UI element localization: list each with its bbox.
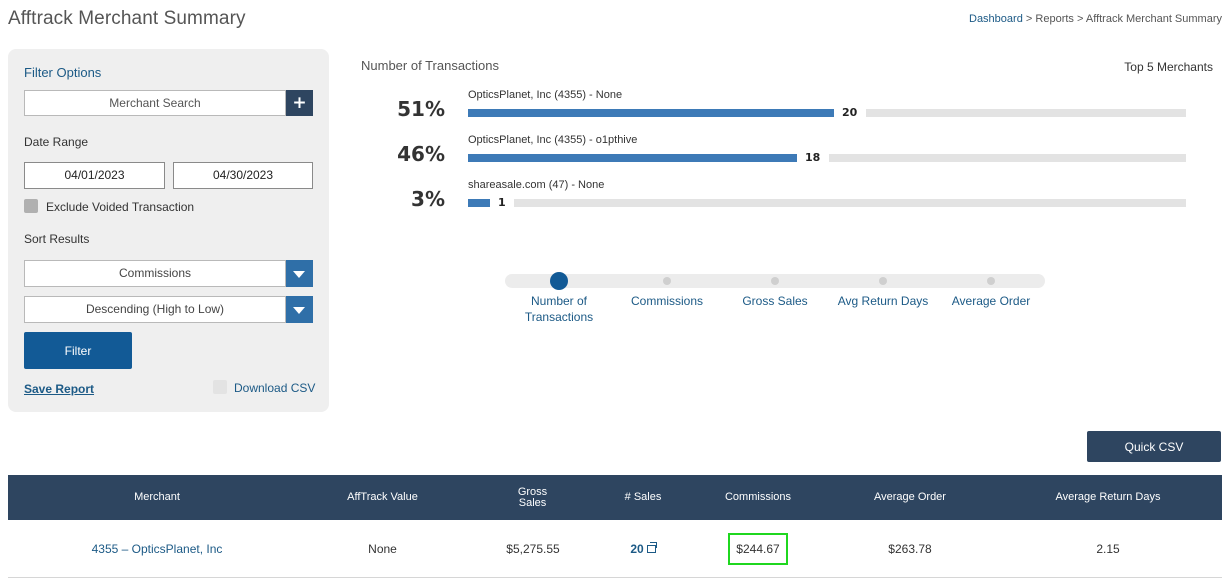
bar-fill [468, 109, 834, 117]
bar-track: 18 [468, 151, 1186, 164]
commissions-highlight: $244.67 [728, 533, 788, 565]
metric-tab-label[interactable]: Avg Return Days [837, 294, 929, 308]
sort-order-select[interactable]: Descending (High to Low) [24, 296, 286, 323]
bar-track: 1 [468, 196, 1186, 209]
breadcrumb: Dashboard > Reports > Afftrack Merchant … [969, 13, 1222, 25]
download-csv-label[interactable]: Download CSV [234, 381, 316, 395]
column-header-gross-sales: Gross Sales [517, 485, 548, 509]
bar-value-label: 1 [490, 196, 514, 209]
table-header: Merchant AffTrack Value Gross Sales # Sa… [8, 475, 1222, 520]
end-date-input[interactable]: 04/30/2023 [173, 162, 313, 189]
metric-tab-label[interactable]: Commissions [630, 294, 703, 308]
bar-category-label: OpticsPlanet, Inc (4355) - None [468, 89, 623, 101]
bar-percentage: 51% [397, 97, 445, 121]
merchant-search-input[interactable]: Merchant Search [24, 90, 286, 116]
bar-percentage: 46% [397, 142, 445, 166]
metric-step-dot[interactable] [987, 277, 995, 285]
bar-track: 20 [468, 106, 1186, 119]
sort-by-select[interactable]: Commissions [24, 260, 286, 287]
start-date-input[interactable]: 04/01/2023 [24, 162, 165, 189]
merchant-link[interactable]: 4355 – OpticsPlanet, Inc [91, 542, 223, 556]
afftrack-value-cell: None [368, 542, 397, 556]
breadcrumb-current: Afftrack Merchant Summary [1085, 13, 1222, 25]
table-row: 4355 – OpticsPlanet, Inc None $5,275.55 … [8, 520, 1222, 578]
date-range-label: Date Range [24, 135, 89, 149]
plus-icon: + [292, 93, 307, 113]
sort-results-label: Sort Results [24, 232, 90, 246]
filter-options-title: Filter Options [24, 65, 102, 80]
chevron-down-icon[interactable] [286, 296, 313, 323]
breadcrumb-separator: > [1025, 13, 1033, 25]
column-header-merchant: Merchant [134, 491, 180, 503]
exclude-voided-label: Exclude Voided Transaction [46, 200, 195, 214]
download-csv-checkbox[interactable] [213, 380, 227, 394]
bar-category-label: OpticsPlanet, Inc (4355) - o1pthive [468, 134, 638, 146]
page-title: Afftrack Merchant Summary [8, 8, 246, 29]
column-header-num-sales: # Sales [624, 491, 662, 503]
bar-row: 46% OpticsPlanet, Inc (4355) - o1pthive 18 [0, 131, 1232, 171]
column-header-average-order: Average Order [874, 491, 946, 503]
num-sales-value: 20 [630, 542, 644, 556]
metric-step-dot[interactable] [663, 277, 671, 285]
bar-fill [468, 199, 490, 207]
merchant-search-add-button[interactable]: + [286, 90, 313, 116]
metric-tab-label[interactable]: Average Order [951, 294, 1031, 308]
metric-step-dot[interactable] [879, 277, 887, 285]
metric-step-dot[interactable] [550, 272, 568, 290]
chart-subtitle: Top 5 Merchants [1124, 60, 1213, 74]
filter-button[interactable]: Filter [24, 332, 132, 369]
breadcrumb-reports: Reports [1035, 13, 1074, 25]
bar-category-label: shareasale.com (47) - None [468, 179, 605, 191]
bar-remainder [866, 109, 1186, 117]
bar-row: 51% OpticsPlanet, Inc (4355) - None 20 [0, 86, 1232, 126]
gross-sales-cell: $5,275.55 [506, 542, 560, 556]
save-report-link[interactable]: Save Report [24, 382, 95, 396]
metric-step-dot[interactable] [771, 277, 779, 285]
chevron-down-icon[interactable] [286, 260, 313, 287]
bar-value-label: 20 [834, 106, 866, 119]
commissions-cell: $244.67 [698, 520, 818, 578]
chart-title: Number of Transactions [361, 58, 500, 73]
metric-tab-label[interactable]: Gross Sales [742, 294, 808, 308]
bar-remainder [829, 154, 1186, 162]
filter-panel: Filter Options Merchant Search + Date Ra… [8, 49, 329, 412]
bar-value-label: 18 [797, 151, 829, 164]
column-header-afftrack-value: AffTrack Value [347, 491, 418, 503]
avg-return-days-cell: 2.15 [1096, 542, 1120, 556]
column-header-avg-return-days: Average Return Days [1055, 491, 1161, 503]
metric-tab-label[interactable]: Number of Transactions [524, 294, 594, 324]
exclude-voided-checkbox[interactable] [24, 199, 38, 213]
breadcrumb-dashboard-link[interactable]: Dashboard [969, 13, 1023, 25]
num-sales-link[interactable]: 20 [598, 520, 688, 578]
bar-remainder [514, 199, 1186, 207]
bar-row: 3% shareasale.com (47) - None 1 [0, 176, 1232, 216]
breadcrumb-separator: > [1076, 13, 1084, 25]
column-header-commissions: Commissions [724, 491, 791, 503]
quick-csv-button[interactable]: Quick CSV [1087, 431, 1221, 462]
average-order-cell: $263.78 [888, 542, 932, 556]
external-link-icon [646, 542, 657, 553]
bar-percentage: 3% [411, 187, 445, 211]
bar-fill [468, 154, 797, 162]
